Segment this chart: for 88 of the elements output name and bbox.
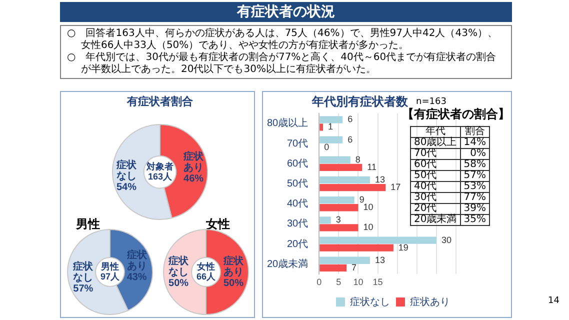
bar bbox=[320, 236, 436, 244]
data-label: 46% bbox=[184, 174, 204, 185]
data-label: 6 bbox=[348, 114, 353, 124]
bar bbox=[320, 164, 362, 171]
x-tick-label: 10 bbox=[353, 277, 364, 288]
data-label: 17 bbox=[390, 182, 401, 192]
bar bbox=[320, 216, 331, 224]
x-tick-label: 0 bbox=[316, 277, 322, 288]
y-tick-label: 70代 bbox=[410, 148, 460, 160]
data-label: 0% bbox=[460, 148, 490, 160]
data-label: 8 bbox=[355, 154, 360, 164]
text: 男性 97人 bbox=[100, 261, 120, 282]
y-tick-label: 80歳以上 bbox=[410, 137, 460, 148]
chart-title: 【有症状者の割合】 bbox=[402, 107, 510, 123]
data-label: 57% bbox=[460, 170, 490, 182]
text: n=163 bbox=[416, 97, 446, 107]
y-tick-label: 80歳以上 bbox=[267, 117, 308, 130]
data-label: 1 bbox=[328, 122, 334, 132]
data-label: 39% bbox=[460, 203, 490, 214]
slice-label: 症状あり bbox=[222, 254, 244, 278]
chart-title: 有症状者割合 bbox=[126, 94, 194, 109]
data-label: 13 bbox=[374, 174, 385, 184]
slice-label: 症状あり bbox=[125, 248, 148, 272]
y-tick-label: 50代 bbox=[287, 178, 308, 190]
data-label: 58% bbox=[460, 159, 490, 170]
y-tick-label: 30代 bbox=[410, 192, 460, 204]
bar bbox=[320, 176, 370, 184]
bar bbox=[320, 136, 343, 144]
chart-title: 年代別有症状者数 bbox=[311, 94, 409, 109]
y-axis-title: 年代 bbox=[410, 126, 460, 138]
x-tick-label: 15 bbox=[372, 277, 383, 288]
slice-label: 症状なし bbox=[72, 260, 94, 284]
bar bbox=[320, 196, 354, 204]
bar bbox=[320, 244, 394, 252]
text: 女性 66人 bbox=[196, 261, 216, 282]
data-label: 19 bbox=[398, 242, 408, 252]
chart-title: 男性 bbox=[76, 216, 100, 233]
y-tick-label: 30代 bbox=[287, 218, 308, 230]
bar bbox=[320, 256, 370, 264]
data-label: 10 bbox=[363, 202, 374, 212]
bar bbox=[320, 184, 386, 192]
y-tick-label: 70代 bbox=[287, 138, 308, 150]
data-label: 77% bbox=[460, 192, 490, 204]
y-tick-label: 20歳未満 bbox=[267, 258, 308, 270]
text: 14 bbox=[548, 296, 560, 306]
y-tick-label: 20代 bbox=[287, 238, 308, 250]
text: 対象者 163人 bbox=[146, 161, 174, 182]
data-label: 9 bbox=[359, 194, 364, 205]
data-label: 50% bbox=[168, 278, 188, 289]
bar bbox=[320, 264, 346, 272]
slice-label: 症状あり bbox=[182, 150, 205, 174]
slice-label: 症状なし bbox=[115, 158, 138, 182]
data-label: 3 bbox=[336, 214, 341, 225]
bar bbox=[320, 116, 343, 124]
data-label: 13 bbox=[374, 254, 385, 265]
data-label: 35% bbox=[460, 214, 490, 226]
data-label: 50% bbox=[222, 278, 244, 289]
slice-label: 症状なし bbox=[167, 254, 190, 278]
bar bbox=[320, 204, 358, 212]
data-label: 43% bbox=[126, 272, 146, 283]
data-label: 14% bbox=[460, 137, 490, 148]
y-tick-label: 20代 bbox=[410, 203, 460, 214]
data-label: 57% bbox=[72, 284, 93, 295]
x-tick-label: 割合 bbox=[460, 126, 490, 138]
bar bbox=[320, 124, 324, 131]
data-label: 7 bbox=[352, 262, 357, 272]
data-label: 53% bbox=[460, 181, 490, 192]
y-tick-label: 40代 bbox=[287, 198, 308, 210]
bar bbox=[320, 156, 350, 164]
data-label: 0 bbox=[324, 142, 330, 152]
data-label: 30 bbox=[441, 234, 452, 245]
y-tick-label: 50代 bbox=[410, 170, 460, 182]
y-tick-label: 40代 bbox=[410, 181, 460, 192]
text: 有症状者の状況 bbox=[60, 2, 512, 22]
bar bbox=[320, 224, 358, 232]
data-label: 11 bbox=[367, 162, 376, 172]
y-tick-label: 20歳未満 bbox=[410, 214, 460, 226]
chart-title: 女性 bbox=[206, 216, 230, 233]
x-tick-label: 5 bbox=[336, 277, 342, 288]
y-tick-label: 60代 bbox=[287, 158, 308, 170]
legend-label: 症状あり bbox=[410, 296, 450, 308]
text: ○ 年代別では、30代が最も有症状者の割合が77%と高く、40代～60代までが有症状者の割合が半数以上であった。20代以下でも30%以上に有症状者がいた。 bbox=[67, 52, 498, 76]
text: ○ 回答者163人中、何らかの症状がある人は、75人（46%）で、男性97人中42人（43%）、女性66人中33人（50%）であり、やや女性の方が有症状者が多かった。 bbox=[67, 28, 498, 52]
data-label: 54% bbox=[116, 182, 137, 193]
data-label: 6 bbox=[348, 134, 353, 144]
data-label: 10 bbox=[363, 222, 374, 232]
legend-label: 症状なし bbox=[350, 296, 390, 308]
y-tick-label: 60代 bbox=[410, 159, 460, 170]
